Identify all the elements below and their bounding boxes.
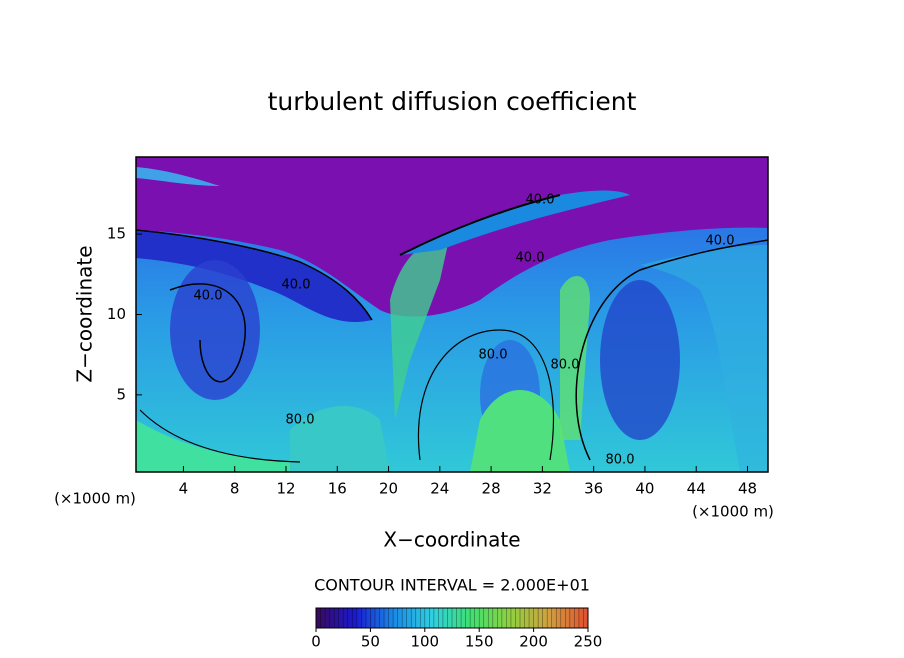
x-tick-label: 20: [379, 480, 398, 498]
contour-interval: CONTOUR INTERVAL = 2.000E+01: [314, 576, 590, 595]
colorbar-tick-label: 100: [410, 633, 439, 651]
colorbar-tick-label: 250: [574, 633, 603, 651]
contour-label: 80.0: [479, 348, 508, 363]
x-unit-left: (×1000 m): [54, 490, 136, 508]
x-tick-label: 4: [179, 480, 189, 498]
contour-label: 40.0: [706, 234, 735, 249]
x-tick-label: 44: [687, 480, 706, 498]
x-tick-label: 48: [738, 480, 757, 498]
colorbar-tick-label: 150: [465, 633, 494, 651]
colorbar-tick-label: 50: [361, 633, 380, 651]
contour-label: 80.0: [286, 413, 315, 428]
x-tick-label: 16: [328, 480, 347, 498]
x-tick-label: 24: [430, 480, 449, 498]
contour-label: 40.0: [516, 251, 545, 266]
y-tick-label: 15: [107, 225, 126, 243]
chart-title: turbulent diffusion coefficient: [268, 87, 637, 116]
x-tick-label: 36: [584, 480, 603, 498]
x-tick-label: 28: [482, 480, 501, 498]
x-tick-label: 32: [533, 480, 552, 498]
contour-label: 80.0: [551, 358, 580, 373]
contour-label: 40.0: [194, 289, 223, 304]
contour-label: 40.0: [282, 278, 311, 293]
colorbar-tick-label: 0: [311, 633, 321, 651]
x-axis-label: X−coordinate: [383, 528, 520, 552]
colorbar-tick-label: 200: [519, 633, 548, 651]
y-tick-label: 5: [116, 385, 126, 403]
contour-label: 40.0: [526, 193, 555, 208]
contour-label: 80.0: [606, 453, 635, 468]
field: [136, 157, 768, 472]
x-tick-label: 12: [276, 480, 295, 498]
y-tick-label: 10: [107, 305, 126, 323]
x-tick-label: 8: [230, 480, 240, 498]
y-axis-label: Z−coordinate: [73, 245, 97, 382]
x-unit-right: (×1000 m): [692, 503, 774, 521]
x-tick-label: 40: [635, 480, 654, 498]
